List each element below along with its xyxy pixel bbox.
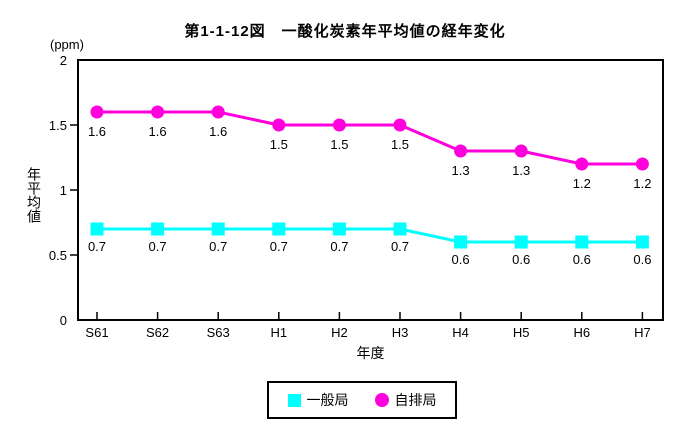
data-point-label: 1.5 bbox=[391, 137, 409, 152]
x-tick-label: S63 bbox=[207, 325, 230, 340]
data-point-marker bbox=[635, 235, 649, 249]
data-point-marker bbox=[454, 144, 468, 158]
x-axis-title: 年度 bbox=[356, 345, 385, 361]
data-point-marker bbox=[151, 105, 165, 119]
legend-item-general-stations: 一般局 bbox=[287, 390, 349, 410]
data-point-marker bbox=[272, 118, 286, 132]
legend-item-roadside-stations: 自排局 bbox=[374, 390, 437, 410]
data-point-label: 0.6 bbox=[452, 252, 470, 267]
data-point-label: 0.6 bbox=[573, 252, 591, 267]
data-point-label: 0.7 bbox=[149, 239, 167, 254]
data-point-marker bbox=[393, 222, 407, 236]
data-point-marker bbox=[332, 118, 346, 132]
data-point-marker bbox=[575, 235, 589, 249]
data-point-marker bbox=[272, 222, 286, 236]
data-point-label: 1.5 bbox=[270, 137, 288, 152]
y-tick-label: 2 bbox=[60, 53, 67, 68]
data-point-marker bbox=[514, 235, 528, 249]
data-point-label: 1.6 bbox=[88, 124, 106, 139]
x-tick-label: H4 bbox=[452, 325, 469, 340]
chart-title: 第1-1-12図 一酸化炭素年平均値の経年変化 bbox=[184, 23, 506, 40]
data-point-marker bbox=[211, 105, 225, 119]
data-point-label: 0.7 bbox=[330, 239, 348, 254]
data-point-label: 1.2 bbox=[573, 176, 591, 191]
square-marker-icon bbox=[287, 393, 301, 407]
circle-marker-icon bbox=[374, 393, 389, 407]
y-tick-label: 1 bbox=[60, 183, 67, 198]
data-point-marker bbox=[211, 222, 225, 236]
data-point-marker bbox=[90, 105, 104, 119]
data-point-marker bbox=[635, 157, 649, 171]
data-point-marker bbox=[454, 235, 468, 249]
data-point-marker bbox=[90, 222, 104, 236]
data-point-marker bbox=[332, 222, 346, 236]
data-point-label: 1.6 bbox=[209, 124, 227, 139]
y-axis-unit-label: (ppm) bbox=[50, 37, 84, 52]
x-tick-label: H2 bbox=[331, 325, 348, 340]
x-tick-label: S62 bbox=[146, 325, 169, 340]
y-tick-label: 0 bbox=[60, 313, 67, 328]
legend-label: 一般局 bbox=[306, 392, 349, 408]
data-point-label: 1.5 bbox=[330, 137, 348, 152]
x-tick-label: H5 bbox=[513, 325, 530, 340]
data-point-marker bbox=[393, 118, 407, 132]
x-tick-label: H7 bbox=[634, 325, 651, 340]
data-point-marker bbox=[575, 157, 589, 171]
data-point-label: 0.7 bbox=[270, 239, 288, 254]
data-point-marker bbox=[151, 222, 165, 236]
y-tick-label: 0.5 bbox=[49, 248, 67, 263]
data-point-label: 1.3 bbox=[512, 163, 530, 178]
data-point-marker bbox=[514, 144, 528, 158]
legend: 一般局 自排局 bbox=[267, 381, 457, 419]
data-point-label: 1.3 bbox=[452, 163, 470, 178]
data-point-label: 1.6 bbox=[149, 124, 167, 139]
series-line-一般局 bbox=[97, 227, 643, 244]
data-point-label: 1.2 bbox=[633, 176, 651, 191]
y-axis-title: 年平均値 bbox=[26, 167, 42, 223]
x-tick-label: S61 bbox=[85, 325, 108, 340]
x-tick-label: H1 bbox=[270, 325, 287, 340]
data-point-label: 0.6 bbox=[633, 252, 651, 267]
data-point-label: 0.6 bbox=[512, 252, 530, 267]
data-point-label: 0.7 bbox=[209, 239, 227, 254]
legend-label: 自排局 bbox=[394, 392, 437, 408]
y-tick-label: 1.5 bbox=[49, 118, 67, 133]
x-tick-label: H3 bbox=[392, 325, 409, 340]
data-point-label: 0.7 bbox=[88, 239, 106, 254]
data-point-label: 0.7 bbox=[391, 239, 409, 254]
series-line-自排局 bbox=[97, 110, 643, 166]
x-tick-label: H6 bbox=[573, 325, 590, 340]
